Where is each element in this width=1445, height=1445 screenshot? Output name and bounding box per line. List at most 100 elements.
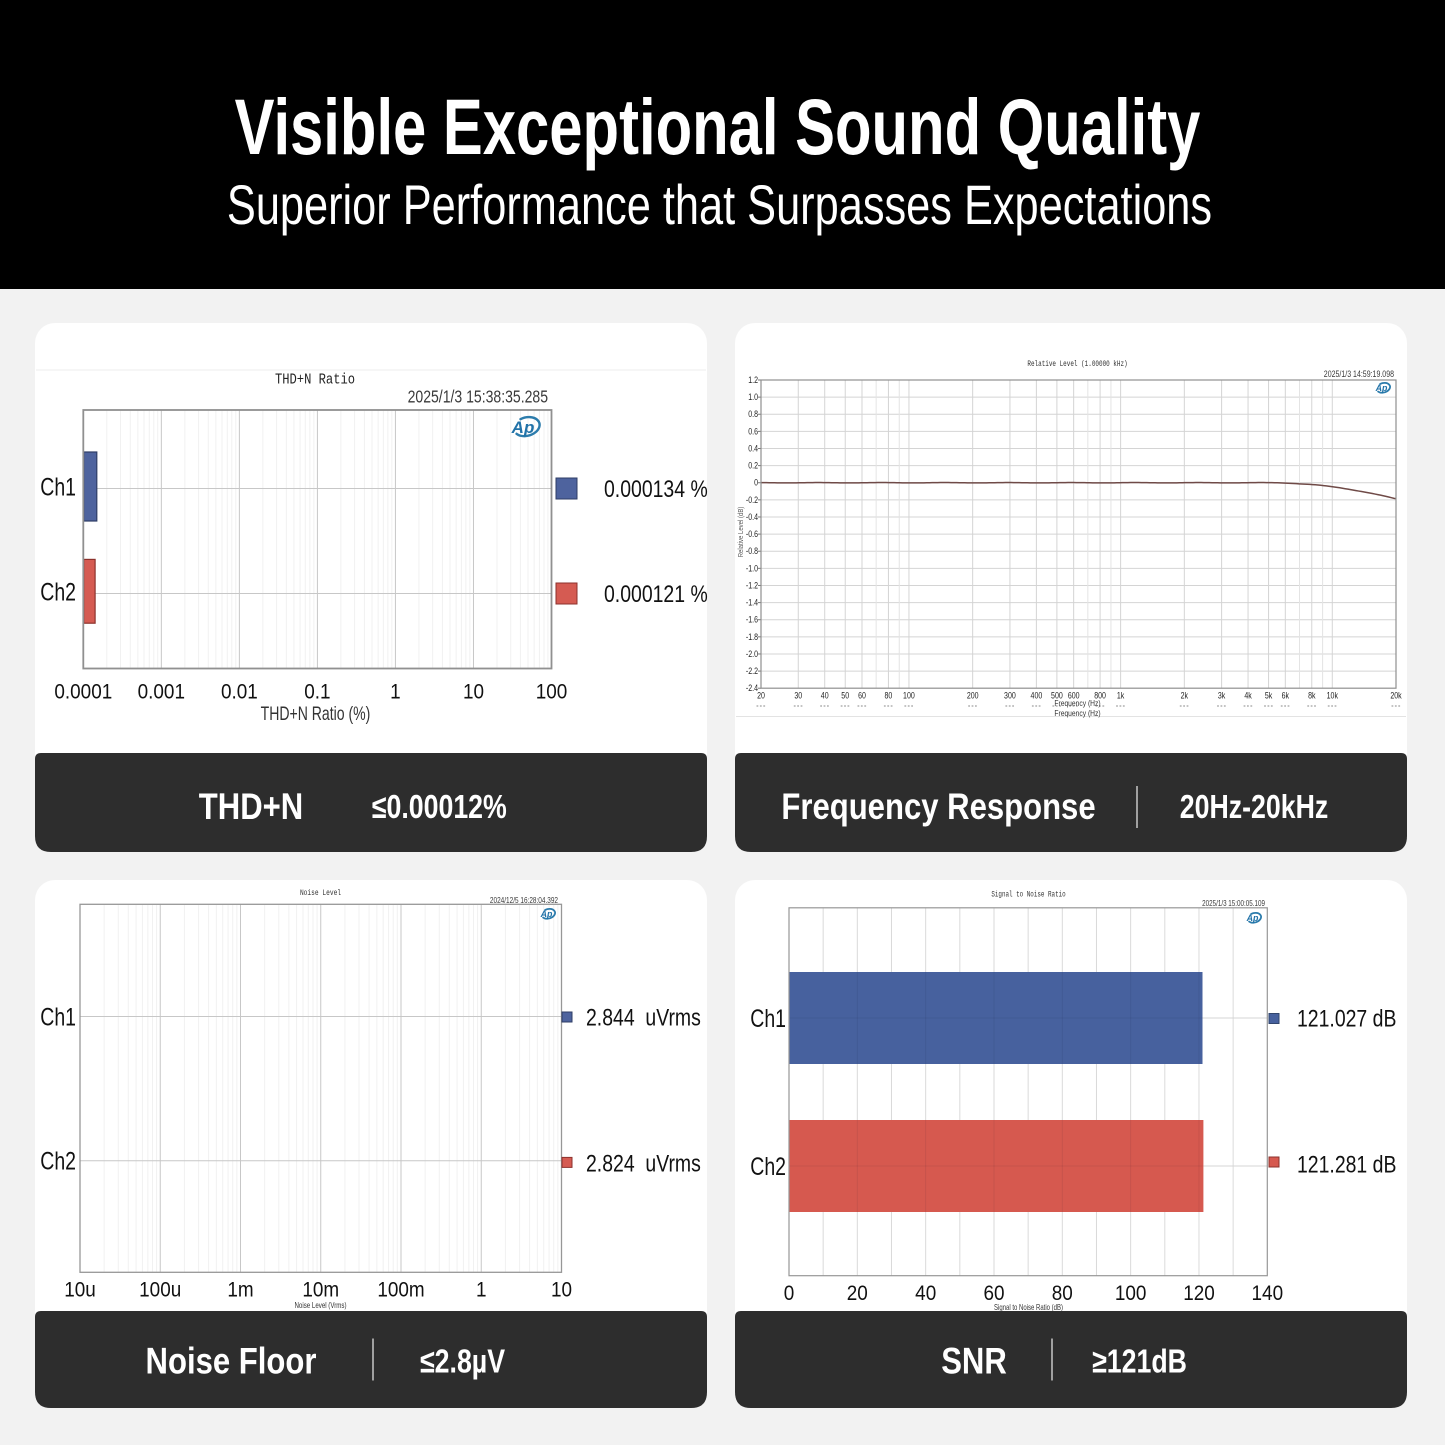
svg-text:100m: 100m	[377, 1278, 424, 1301]
svg-text:20Hz-20kHz: 20Hz-20kHz	[1180, 789, 1329, 825]
svg-text:Ch2: Ch2	[40, 1147, 76, 1175]
svg-text:-0.8: -0.8	[746, 546, 759, 556]
svg-text:-2.4: -2.4	[746, 683, 759, 693]
svg-text:≤2.8µV: ≤2.8µV	[420, 1344, 505, 1380]
svg-text:8k: 8k	[1308, 691, 1315, 701]
svg-text:300: 300	[1004, 691, 1016, 701]
svg-text:Ch2: Ch2	[40, 578, 76, 606]
svg-text:10u: 10u	[64, 1278, 96, 1301]
svg-text:Frequency Response: Frequency Response	[781, 786, 1095, 827]
svg-text:-0.4: -0.4	[746, 512, 759, 522]
svg-text:121.281 dB: 121.281 dB	[1297, 1151, 1396, 1178]
svg-text:600: 600	[1068, 691, 1080, 701]
svg-text:2024/12/5 16:28:04.392: 2024/12/5 16:28:04.392	[490, 895, 558, 905]
svg-text:100: 100	[903, 691, 915, 701]
svg-text:50: 50	[841, 691, 849, 701]
svg-text:20k: 20k	[1390, 691, 1401, 701]
svg-text:1m: 1m	[227, 1278, 253, 1301]
svg-text:Ch1: Ch1	[40, 1003, 76, 1031]
svg-text:0: 0	[754, 478, 758, 488]
svg-text:Noise Floor: Noise Floor	[146, 1341, 317, 1382]
svg-text:-1.2: -1.2	[746, 581, 759, 591]
svg-text:THD+N Ratio: THD+N Ratio	[275, 373, 355, 389]
svg-text:Ap: Ap	[511, 418, 535, 437]
svg-text:Ap: Ap	[540, 909, 553, 919]
svg-text:40: 40	[915, 1282, 936, 1305]
svg-text:Ap: Ap	[1246, 913, 1259, 923]
svg-text:2k: 2k	[1181, 691, 1188, 701]
svg-text:4k: 4k	[1244, 691, 1251, 701]
svg-text:80: 80	[884, 691, 892, 701]
svg-text:Ch1: Ch1	[750, 1004, 786, 1032]
svg-text:0.4: 0.4	[748, 444, 758, 454]
svg-text:0.000134 %: 0.000134 %	[604, 475, 708, 502]
svg-text:Signal to Noise Ratio (dB): Signal to Noise Ratio (dB)	[994, 1304, 1063, 1312]
svg-text:1k: 1k	[1117, 691, 1124, 701]
svg-text:Superior Performance that Surp: Superior Performance that Surpasses Expe…	[227, 174, 1212, 237]
svg-text:1: 1	[476, 1278, 487, 1301]
svg-text:200: 200	[967, 691, 979, 701]
svg-text:30: 30	[794, 691, 802, 701]
svg-text:Ch1: Ch1	[40, 473, 76, 501]
svg-text:Visible Exceptional Sound Qual: Visible Exceptional Sound Quality	[235, 83, 1201, 171]
svg-text:500: 500	[1051, 691, 1063, 701]
svg-text:800: 800	[1094, 691, 1106, 701]
svg-text:60: 60	[858, 691, 866, 701]
svg-text:2025/1/3 14:59:19.098: 2025/1/3 14:59:19.098	[1324, 369, 1395, 379]
svg-text:2025/1/3 15:38:35.285: 2025/1/3 15:38:35.285	[408, 387, 548, 407]
svg-text:100u: 100u	[139, 1278, 181, 1301]
svg-text:Relative Level (1.00000 kHz): Relative Level (1.00000 kHz)	[1027, 360, 1127, 369]
svg-text:1.2: 1.2	[748, 375, 758, 385]
svg-text:2.844 uVrms: 2.844 uVrms	[586, 1003, 701, 1030]
svg-text:Ch2: Ch2	[750, 1152, 786, 1180]
svg-text:0.001: 0.001	[138, 680, 185, 703]
svg-text:20: 20	[757, 691, 765, 701]
svg-text:121.027 dB: 121.027 dB	[1297, 1005, 1396, 1032]
svg-text:140: 140	[1252, 1282, 1284, 1305]
svg-text:10: 10	[551, 1278, 572, 1301]
svg-text:THD+N: THD+N	[199, 786, 303, 827]
svg-text:-0.2: -0.2	[746, 495, 759, 505]
svg-text:0.2: 0.2	[748, 461, 758, 471]
svg-text:10: 10	[463, 680, 484, 703]
svg-text:100: 100	[536, 680, 568, 703]
svg-text:Frequency (Hz): Frequency (Hz)	[1054, 708, 1100, 718]
svg-text:40: 40	[821, 691, 829, 701]
svg-text:-1.4: -1.4	[746, 598, 759, 608]
svg-text:Relative Level (dB): Relative Level (dB)	[737, 507, 745, 558]
svg-text:0.01: 0.01	[221, 680, 258, 703]
svg-text:Ap: Ap	[1375, 383, 1388, 393]
svg-text:1.0: 1.0	[748, 392, 758, 402]
svg-text:SNR: SNR	[941, 1341, 1007, 1382]
svg-text:400: 400	[1031, 691, 1043, 701]
svg-text:0.1: 0.1	[304, 680, 330, 703]
svg-text:Frequency (Hz): Frequency (Hz)	[1054, 698, 1100, 708]
svg-text:-1.8: -1.8	[746, 632, 759, 642]
svg-text:2025/1/3 15:00:05.109: 2025/1/3 15:00:05.109	[1202, 898, 1265, 908]
svg-text:60: 60	[983, 1282, 1004, 1305]
svg-text:0.6: 0.6	[748, 427, 758, 437]
svg-text:0.0001: 0.0001	[54, 680, 112, 703]
svg-text:10m: 10m	[302, 1278, 339, 1301]
svg-text:0.000121 %: 0.000121 %	[604, 580, 708, 607]
svg-text:-2.0: -2.0	[746, 649, 759, 659]
svg-text:0: 0	[784, 1282, 795, 1305]
svg-text:-1.0: -1.0	[746, 564, 759, 574]
svg-text:120: 120	[1183, 1282, 1215, 1305]
svg-text:80: 80	[1052, 1282, 1073, 1305]
svg-text:≤0.00012%: ≤0.00012%	[372, 789, 507, 825]
svg-text:≥121dB: ≥121dB	[1092, 1344, 1187, 1380]
svg-text:-0.6: -0.6	[746, 529, 759, 539]
svg-text:3k: 3k	[1218, 691, 1225, 701]
svg-text:10k: 10k	[1327, 691, 1338, 701]
svg-text:6k: 6k	[1282, 691, 1289, 701]
svg-text:20: 20	[847, 1282, 868, 1305]
svg-text:-2.2: -2.2	[746, 666, 759, 676]
svg-text:Noise Level: Noise Level	[300, 889, 341, 898]
svg-text:1: 1	[390, 680, 401, 703]
svg-text:0.8: 0.8	[748, 409, 758, 419]
svg-text:100: 100	[1115, 1282, 1147, 1305]
svg-text:2.824 uVrms: 2.824 uVrms	[586, 1150, 701, 1177]
svg-text:Noise Level (Vrms): Noise Level (Vrms)	[294, 1301, 346, 1310]
svg-text:5k: 5k	[1265, 691, 1272, 701]
